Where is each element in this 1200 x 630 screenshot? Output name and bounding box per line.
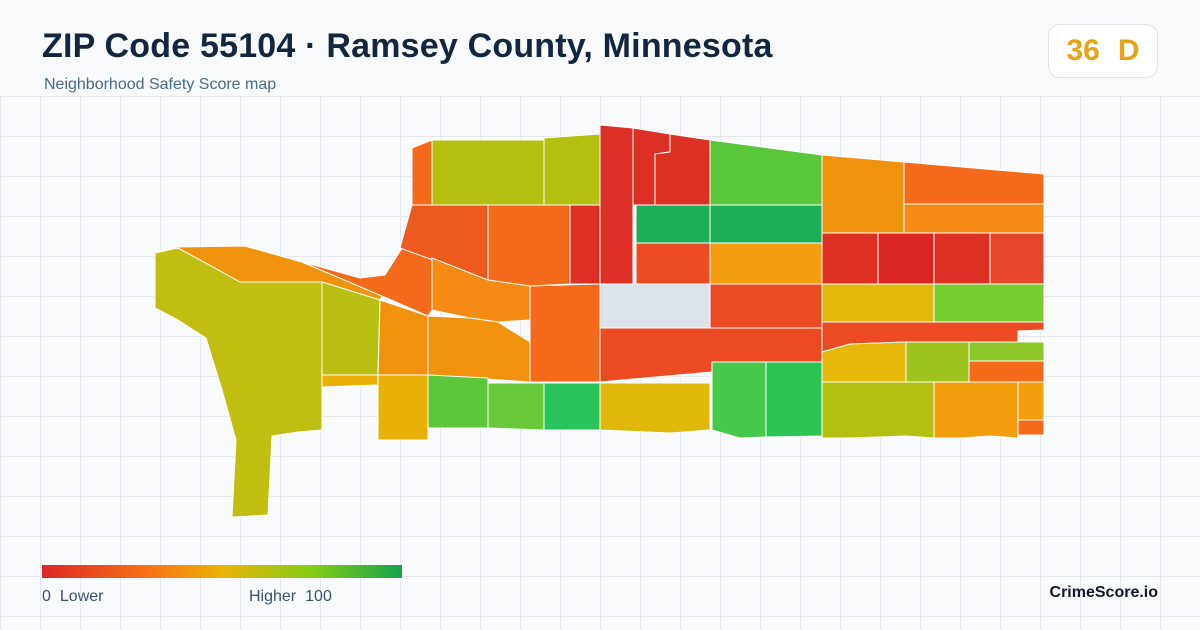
map-area[interactable] (933, 283, 1045, 323)
map-area[interactable] (599, 382, 711, 434)
page-title: ZIP Code 55104 · Ramsey County, Minnesot… (42, 27, 773, 65)
map-area[interactable] (599, 124, 634, 285)
map-area[interactable] (821, 283, 935, 323)
map-area[interactable] (903, 203, 1045, 234)
brand-logo: CrimeScore.io (1049, 584, 1158, 601)
map-area[interactable] (431, 139, 545, 206)
map-area[interactable] (1017, 419, 1045, 436)
map-area[interactable] (905, 341, 970, 383)
map-area[interactable] (709, 242, 823, 285)
map-area[interactable] (821, 381, 935, 439)
map-area[interactable] (821, 154, 905, 234)
map-area[interactable] (968, 360, 1045, 383)
map-area[interactable] (933, 381, 1019, 439)
map-area[interactable] (709, 139, 823, 206)
map-area[interactable] (635, 204, 711, 244)
page-subtitle: Neighborhood Safety Score map (44, 76, 277, 93)
legend-low-label: 0 Lower (42, 588, 103, 606)
map-area[interactable] (711, 361, 767, 439)
map-area[interactable] (543, 382, 601, 431)
legend-color-scale (42, 565, 402, 578)
legend-high-label: Higher 100 (249, 588, 332, 606)
map-area[interactable] (487, 382, 545, 431)
map-area[interactable] (635, 242, 711, 285)
map-area[interactable] (821, 232, 879, 285)
map-area[interactable] (321, 374, 379, 388)
map-area[interactable] (487, 204, 571, 287)
score-badge: 36 D (1048, 24, 1158, 78)
map-area[interactable] (709, 204, 823, 244)
map-area[interactable] (599, 283, 711, 329)
legend-min-value: 0 (42, 588, 51, 605)
map-area[interactable] (765, 361, 823, 438)
map-area[interactable] (431, 257, 531, 323)
map-area[interactable] (411, 139, 433, 206)
map-area[interactable] (154, 247, 323, 518)
map-area[interactable] (427, 315, 531, 383)
legend-max-text: Higher (249, 588, 297, 605)
legend-min-text: Lower (59, 588, 104, 605)
map-area[interactable] (877, 232, 935, 285)
map-area[interactable] (821, 341, 907, 383)
map-area[interactable] (377, 374, 429, 441)
map-area[interactable] (709, 283, 823, 329)
map-area[interactable] (1017, 381, 1045, 421)
map-area[interactable] (543, 133, 601, 206)
score-grade: D (1117, 34, 1140, 67)
map-area[interactable] (903, 161, 1045, 205)
map-area[interactable] (968, 341, 1045, 362)
map-area[interactable] (989, 232, 1045, 285)
map-area[interactable] (569, 204, 601, 285)
map-area[interactable] (933, 232, 991, 285)
score-value: 36 (1066, 34, 1100, 67)
legend-max-value: 100 (305, 588, 332, 605)
map-area[interactable] (427, 374, 489, 429)
map-area[interactable] (529, 283, 601, 383)
